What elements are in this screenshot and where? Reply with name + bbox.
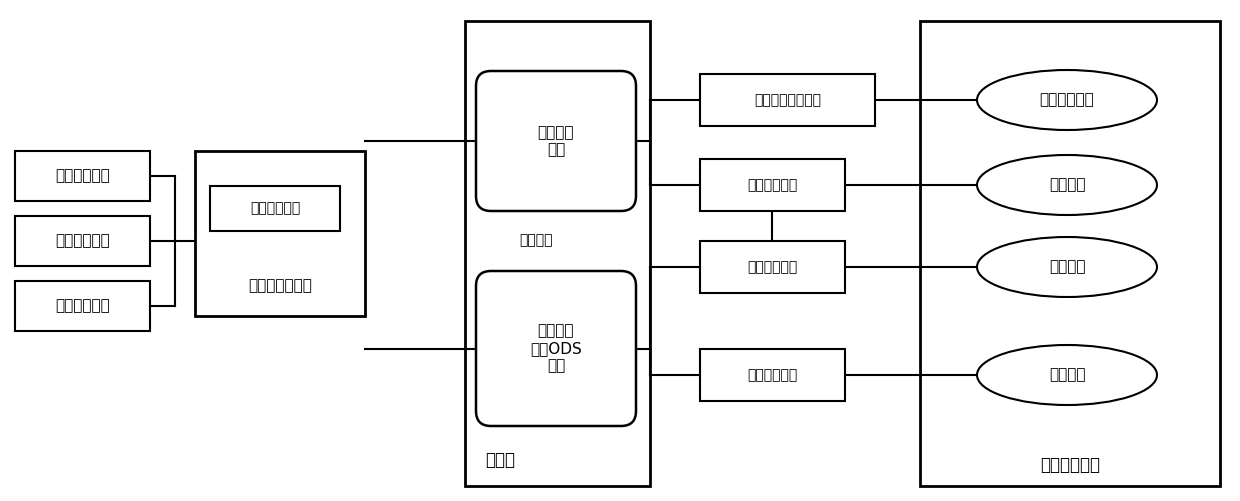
Text: 数据预警模块: 数据预警模块 bbox=[748, 368, 797, 382]
Text: 界面展示模块: 界面展示模块 bbox=[1040, 456, 1100, 474]
Text: 业务数据系统: 业务数据系统 bbox=[55, 168, 110, 183]
Text: 数据库: 数据库 bbox=[485, 451, 515, 469]
Ellipse shape bbox=[977, 155, 1157, 215]
Text: 数据流通: 数据流通 bbox=[520, 233, 553, 247]
Bar bbox=[701, 74, 875, 126]
Text: 业务数据系统: 业务数据系统 bbox=[55, 299, 110, 314]
FancyBboxPatch shape bbox=[476, 271, 636, 426]
Bar bbox=[15, 216, 150, 266]
Text: 数据仓库
模块: 数据仓库 模块 bbox=[538, 125, 574, 157]
Text: 决策分析数据: 决策分析数据 bbox=[1039, 93, 1095, 108]
Bar bbox=[701, 241, 844, 293]
Text: 数据处理模块: 数据处理模块 bbox=[250, 201, 300, 215]
Ellipse shape bbox=[977, 345, 1157, 405]
FancyBboxPatch shape bbox=[476, 71, 636, 211]
Text: 操作数据
存储ODS
模块: 操作数据 存储ODS 模块 bbox=[531, 324, 582, 373]
Text: 预测数据: 预测数据 bbox=[1049, 177, 1085, 192]
Text: 数据查询模块: 数据查询模块 bbox=[748, 260, 797, 274]
Text: 数据分析预测模块: 数据分析预测模块 bbox=[754, 93, 821, 107]
Bar bbox=[701, 349, 844, 401]
Bar bbox=[15, 151, 150, 201]
Ellipse shape bbox=[977, 70, 1157, 130]
Text: 业务数据系统: 业务数据系统 bbox=[55, 233, 110, 248]
Bar bbox=[701, 159, 844, 211]
Ellipse shape bbox=[977, 237, 1157, 297]
Text: 预警信息: 预警信息 bbox=[1049, 368, 1085, 382]
Bar bbox=[15, 281, 150, 331]
Bar bbox=[195, 151, 365, 316]
Text: 查询数据: 查询数据 bbox=[1049, 260, 1085, 275]
Text: 数据源采集模块: 数据源采集模块 bbox=[248, 279, 312, 294]
Bar bbox=[465, 21, 650, 486]
Bar bbox=[210, 186, 340, 231]
Text: 数据统计模块: 数据统计模块 bbox=[748, 178, 797, 192]
Bar bbox=[920, 21, 1220, 486]
